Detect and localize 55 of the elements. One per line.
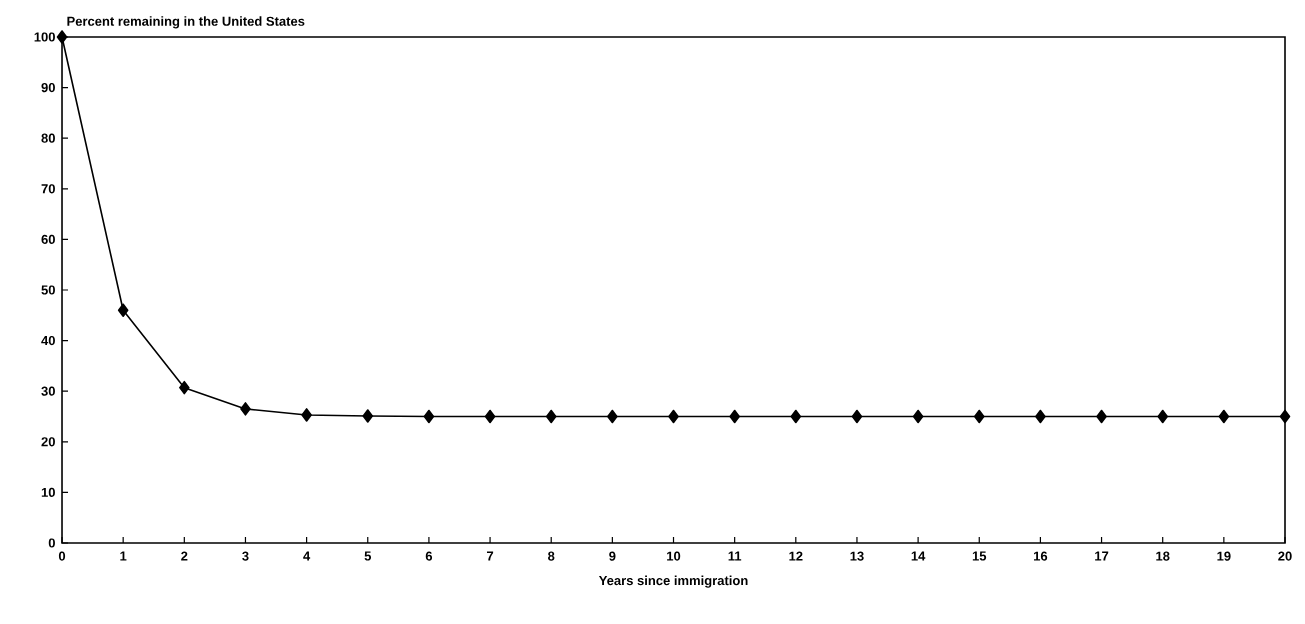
y-tick-label: 10 bbox=[41, 487, 55, 497]
x-tick-label: 5 bbox=[364, 551, 372, 561]
y-tick-label: 100 bbox=[34, 32, 55, 42]
x-tick-label: 9 bbox=[609, 551, 616, 561]
x-tick-label: 14 bbox=[911, 551, 926, 561]
x-tick-label: 17 bbox=[1095, 551, 1109, 561]
point bbox=[1035, 409, 1046, 424]
x-tick-label: 4 bbox=[303, 551, 311, 561]
point bbox=[851, 409, 863, 424]
point bbox=[117, 303, 129, 318]
point bbox=[301, 408, 312, 422]
y-tick-label: 80 bbox=[41, 133, 55, 143]
x-tick-label: 11 bbox=[728, 551, 742, 561]
y-tick-label: 60 bbox=[41, 234, 55, 244]
point bbox=[545, 409, 557, 424]
x-tick-label: 3 bbox=[242, 551, 249, 561]
x-axis-title: Years since immigration bbox=[598, 575, 748, 588]
x-tick-label: 15 bbox=[972, 551, 987, 561]
point bbox=[179, 380, 190, 395]
y-tick-label: 50 bbox=[41, 285, 55, 295]
point bbox=[1096, 409, 1107, 424]
point bbox=[56, 30, 68, 44]
x-tick-label: 7 bbox=[487, 551, 494, 561]
x-tick-label: 12 bbox=[789, 551, 803, 561]
x-tick-label: 6 bbox=[425, 551, 433, 561]
chart-title: Percent remaining in the United States bbox=[67, 16, 305, 29]
y-tick-label: 40 bbox=[41, 335, 55, 346]
x-tick-label: 10 bbox=[667, 551, 681, 561]
y-tick-label: 70 bbox=[41, 184, 55, 194]
y-tick-label: 0 bbox=[48, 538, 55, 548]
x-tick-label: 2 bbox=[181, 551, 188, 561]
y-tick-label: 30 bbox=[41, 386, 55, 396]
point bbox=[1279, 409, 1291, 424]
x-tick-label: 0 bbox=[58, 551, 66, 561]
point bbox=[973, 409, 985, 424]
point bbox=[1218, 409, 1230, 424]
point bbox=[240, 402, 251, 416]
point bbox=[484, 409, 496, 424]
x-tick-label: 19 bbox=[1217, 551, 1231, 561]
point bbox=[607, 409, 618, 424]
point bbox=[729, 409, 740, 424]
x-tick-label: 1 bbox=[120, 551, 127, 561]
point bbox=[668, 409, 679, 424]
x-tick-label: 16 bbox=[1033, 551, 1048, 561]
y-tick-label: 90 bbox=[41, 82, 55, 93]
x-tick-label: 8 bbox=[548, 551, 555, 561]
x-tick-label: 18 bbox=[1156, 551, 1170, 561]
point bbox=[423, 409, 435, 424]
x-tick-label: 20 bbox=[1278, 551, 1292, 561]
point bbox=[790, 409, 802, 424]
point bbox=[362, 409, 374, 423]
y-tick-label: 20 bbox=[41, 437, 55, 447]
point bbox=[1157, 409, 1168, 424]
x-tick-label: 13 bbox=[850, 551, 864, 561]
point bbox=[912, 409, 924, 424]
